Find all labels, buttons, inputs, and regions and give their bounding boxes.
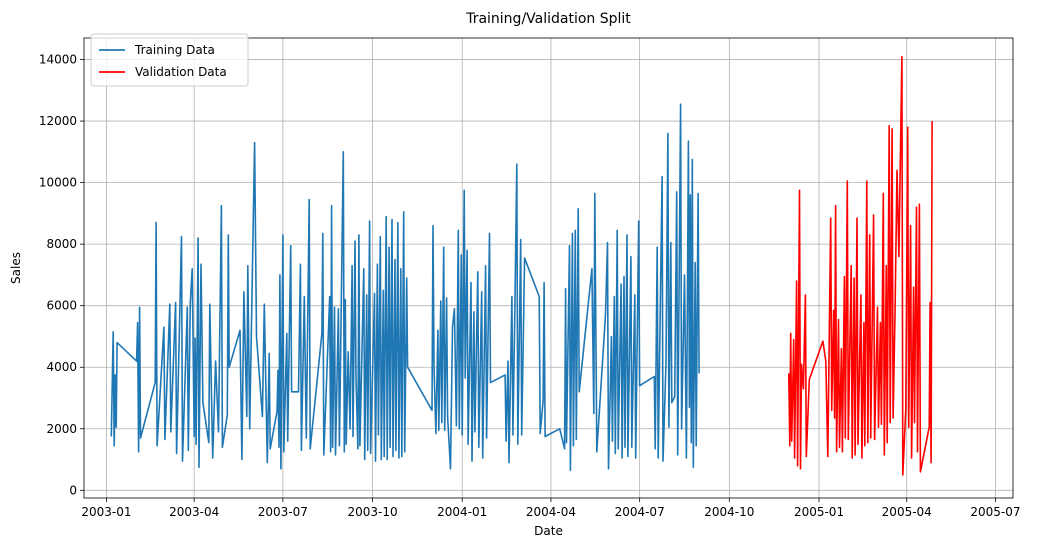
x-axis-title: Date [534, 524, 563, 538]
legend-label-1: Validation Data [135, 65, 227, 79]
plot-frame [83, 37, 1014, 499]
y-axis-title: Sales [9, 252, 23, 284]
y-tick-label: 8000 [46, 237, 77, 251]
legend-box [90, 33, 249, 87]
x-tick-label: 2003-04 [169, 505, 219, 519]
x-tick-label: 2005-04 [882, 505, 932, 519]
x-tick-label: 2003-10 [347, 505, 397, 519]
series-line-0 [110, 103, 700, 472]
y-tick-label: 12000 [39, 114, 77, 128]
y-tick-label: 6000 [46, 299, 77, 313]
y-tick-label: 14000 [39, 53, 77, 67]
x-axis: 2003-01 2003-04 2003-07 2003-10 2004-01 2004-… [81, 498, 1021, 519]
x-tick-label: 2005-07 [970, 505, 1020, 519]
y-axis: 0 2000 4000 6000 8000 10000 12000 14000 [39, 53, 84, 497]
x-tick-label: 2004-04 [526, 505, 576, 519]
x-tick-label: 2004-07 [615, 505, 665, 519]
x-tick-label: 2003-07 [258, 505, 308, 519]
x-tick-label: 2003-01 [81, 505, 131, 519]
x-tick-label: 2004-10 [704, 505, 754, 519]
series-layer [110, 55, 933, 476]
x-tick-label: 2004-01 [437, 505, 487, 519]
legend-label-0: Training Data [134, 43, 215, 57]
x-tick-label: 2005-01 [794, 505, 844, 519]
y-tick-label: 10000 [39, 176, 77, 190]
y-tick-label: 2000 [46, 422, 77, 436]
y-tick-label: 4000 [46, 360, 77, 374]
y-tick-label: 0 [69, 483, 77, 497]
series-line-1 [788, 55, 933, 476]
chart-title: Training/Validation Split [465, 11, 631, 27]
legend: Training Data Validation Data [90, 33, 249, 87]
